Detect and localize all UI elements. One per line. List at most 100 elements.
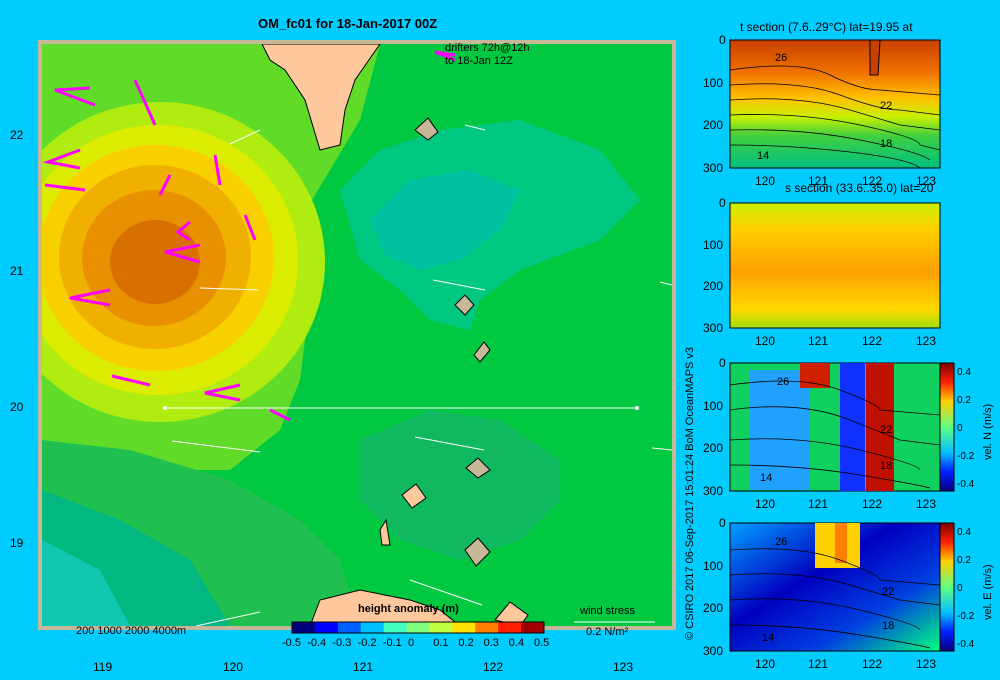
contour-label: 22: [880, 424, 893, 436]
main-map: [38, 40, 676, 634]
wind-stress-arrows: [42, 50, 456, 422]
colorbar-swatch: [314, 622, 339, 633]
contour-label: 18: [880, 460, 893, 472]
wind-stress-scale: 0.2 N/m²: [586, 626, 629, 638]
colorbar-tick-label: 0.5: [534, 637, 550, 649]
vel-n-panel: [729, 362, 941, 492]
vel-colorbar-tick: -0.2: [957, 451, 975, 462]
colorbar-swatch: [292, 622, 316, 633]
ssh-contour-fill-south: [360, 410, 560, 560]
vel-e-panel: [729, 522, 941, 652]
contour-label: 14: [757, 150, 770, 162]
contour-label: 18: [882, 620, 895, 632]
colorbar-tick-label: 0.3: [483, 637, 499, 649]
panel-y-tick: 300: [703, 644, 724, 658]
panel-x-tick: 121: [808, 497, 829, 511]
colorbar-swatch: [406, 622, 430, 633]
drifters-label-2: to 18-Jan 12Z: [445, 55, 513, 67]
eddy-core: [110, 220, 200, 304]
vel-colorbar-tick: 0: [957, 423, 963, 434]
panel-y-tick: 0: [719, 196, 726, 210]
chart-title: OM_fc01 for 18-Jan-2017 00Z: [258, 16, 438, 31]
colorbar-swatch: [337, 622, 362, 633]
panel-y-tick: 100: [703, 398, 724, 413]
panel-x-tick: 120: [755, 657, 776, 671]
colorbar-tick-label: -0.1: [382, 637, 402, 649]
colorbar-swatch: [383, 622, 408, 633]
island: [414, 117, 439, 141]
colorbar-tick-label: -0.2: [357, 637, 377, 649]
panel-x-tick: 120: [755, 497, 776, 511]
luzon-land: [309, 589, 461, 626]
colorbar-swatch: [429, 622, 453, 633]
panel-y-tick: 100: [703, 75, 724, 90]
colorbar-tick-label: -0.3: [332, 637, 352, 649]
vel-colorbar-tick: 0: [957, 583, 963, 594]
drifters-label-1: drifters 72h@12h: [445, 42, 530, 54]
vel-colorbar-tick: 0.4: [957, 367, 971, 378]
section-start-marker: [163, 406, 167, 410]
x-tick-label: 119: [93, 660, 113, 674]
island: [465, 457, 491, 479]
vel-colorbar-tick: -0.2: [957, 611, 975, 622]
vel-colorbar-tick: -0.4: [957, 479, 975, 490]
contour-label: 18: [880, 138, 893, 150]
panel-x-tick: 122: [862, 334, 883, 348]
s-section-title: s section (33.6..35.0) lat=20: [785, 181, 934, 195]
contour-label: 14: [762, 632, 775, 644]
vel-e-colorbar: [939, 522, 955, 652]
contour-label: 22: [880, 100, 893, 112]
y-tick-label: 21: [10, 264, 24, 278]
contour-label: 22: [882, 586, 895, 598]
colorbar-frame: [291, 621, 545, 634]
ssh-contour-fill-cyan: [42, 540, 130, 626]
vel-colorbar-tick: 0.4: [957, 527, 971, 538]
island: [473, 341, 491, 363]
credit-text: © CSIRO 2017 06-Sep-2017 15:01:24 BoM Oc…: [684, 346, 696, 640]
contour-label: 14: [760, 472, 773, 484]
panel-x-tick: 122: [862, 174, 883, 188]
vel-colorbar-tick: -0.4: [957, 639, 975, 650]
s-section-panel: [729, 202, 941, 329]
panel-x-tick: 121: [808, 657, 829, 671]
panel-x-tick: 120: [755, 334, 776, 348]
colorbar-tick-label: -0.5: [282, 637, 301, 649]
y-tick-label: 20: [10, 400, 24, 414]
colorbar-title: height anomaly (m): [358, 603, 459, 615]
t-section-panel: [729, 39, 941, 169]
x-tick-label: 120: [223, 660, 244, 674]
vel-n-colorbar-label: vel. N (m/s): [982, 403, 994, 460]
panel-y-tick: 300: [703, 484, 724, 498]
contour-label: 26: [775, 52, 788, 64]
panel-y-tick: 0: [719, 356, 726, 370]
panel-y-tick: 0: [719, 33, 726, 47]
colorbar-tick-label: 0.2: [458, 637, 474, 649]
island: [401, 483, 427, 509]
ssh-colorbar: [291, 621, 545, 634]
colorbar-tick-label: 0.1: [433, 637, 449, 649]
island: [454, 294, 475, 316]
panel-y-tick: 100: [703, 237, 724, 252]
vel-colorbar-tick: 0.2: [957, 555, 971, 566]
panel-y-tick: 300: [703, 161, 724, 175]
colorbar-swatch: [452, 622, 476, 633]
panel-y-tick: 0: [719, 516, 726, 530]
section-end-marker: [635, 406, 639, 410]
panel-x-tick: 121: [808, 334, 829, 348]
panel-x-tick: 121: [808, 174, 829, 188]
colorbar-swatch: [475, 622, 499, 633]
colorbar-swatch: [521, 622, 545, 633]
panel-x-tick: 120: [755, 174, 776, 188]
x-tick-label: 121: [353, 660, 374, 674]
vel-colorbar-tick: 0.2: [957, 395, 971, 406]
panel-x-tick: 122: [862, 497, 883, 511]
panel-x-tick: 123: [916, 174, 937, 188]
panel-x-tick: 123: [916, 497, 937, 511]
contour-label: 26: [775, 536, 788, 548]
island: [379, 518, 391, 546]
y-tick-label: 19: [10, 536, 24, 550]
x-tick-label: 123: [613, 660, 634, 674]
y-tick-label: 22: [10, 128, 24, 142]
colorbar-swatch: [498, 622, 522, 633]
